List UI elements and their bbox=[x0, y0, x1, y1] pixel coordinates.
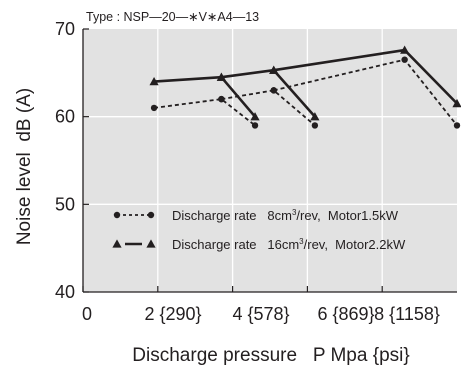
x-axis-title: Discharge pressure P Mpa {psi} bbox=[132, 345, 409, 366]
legend-label-1: Discharge rate 16cm3/rev, Motor2.2kW bbox=[172, 237, 406, 252]
x-tick-label: 0 bbox=[82, 304, 92, 324]
series-1-point bbox=[216, 72, 226, 81]
x-tick-label: 4 {578} bbox=[232, 304, 289, 324]
series-0-point bbox=[251, 122, 259, 129]
series-0-point bbox=[218, 95, 225, 103]
plot-area bbox=[83, 29, 457, 292]
legend-marker-1 bbox=[112, 239, 122, 248]
series-1-point bbox=[149, 77, 159, 86]
x-tick-label: 6 {869} bbox=[317, 304, 374, 324]
series-1-point bbox=[452, 98, 461, 108]
series-0-point bbox=[150, 104, 158, 112]
series-1-point bbox=[269, 65, 279, 74]
legend-marker-1 bbox=[146, 239, 156, 248]
legend-marker-0 bbox=[113, 211, 121, 219]
x-tick-label: 8 {1158} bbox=[374, 304, 440, 324]
y-tick-label: 70 bbox=[55, 19, 75, 39]
series-1-point bbox=[310, 112, 320, 121]
series-0-point bbox=[270, 87, 277, 94]
legend-label-0: Discharge rate 8cm3/rev, Motor1.5kW bbox=[172, 208, 399, 223]
x-tick-label: 2 {290} bbox=[144, 304, 201, 324]
series-0-point bbox=[453, 122, 461, 129]
series-1-point bbox=[400, 45, 410, 54]
y-tick-label: 40 bbox=[55, 282, 75, 302]
y-tick-label: 60 bbox=[55, 107, 75, 127]
chart-title: Type : NSP—20—∗V∗A4—13 bbox=[86, 10, 259, 24]
y-axis-title: Noise level dB (A) bbox=[14, 88, 35, 245]
series-0-line bbox=[153, 98, 256, 127]
legend-marker-0 bbox=[147, 211, 155, 219]
series-0-point bbox=[401, 56, 408, 63]
y-tick-label: 50 bbox=[55, 194, 75, 214]
series-1-point bbox=[250, 112, 260, 121]
series-0-point bbox=[311, 122, 319, 129]
